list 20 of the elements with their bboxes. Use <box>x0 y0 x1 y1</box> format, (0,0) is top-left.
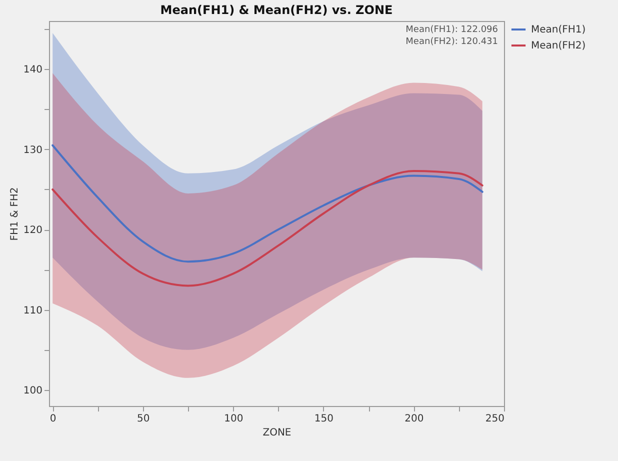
x-tick-label: 0 <box>50 414 56 424</box>
annotation: Mean(FH1): 122.096 <box>406 25 498 35</box>
line-series <box>52 144 484 263</box>
annotation: Mean(FH2): 120.431 <box>406 37 498 47</box>
y-tick-label: 140 <box>23 64 42 76</box>
y-tick-label: 120 <box>23 225 42 236</box>
legend-label: Mean(FH1) <box>531 24 586 36</box>
x-tick-label: 250 <box>485 414 504 424</box>
x-tick-label: 200 <box>404 414 424 424</box>
chart-title: Mean(FH1) & Mean(FH2) vs. ZONE <box>160 3 393 17</box>
y-axis-title: FH1 & FH2 <box>9 187 20 241</box>
x-axis-title: ZONE <box>262 428 292 438</box>
x-tick-label: 50 <box>137 414 150 424</box>
y-tick-label: 130 <box>23 144 42 156</box>
legend-label: Mean(FH2) <box>531 40 586 52</box>
x-tick-label: 100 <box>224 414 244 424</box>
y-tick-label: 100 <box>23 385 42 396</box>
line-series <box>52 170 484 287</box>
x-tick-label: 150 <box>314 414 334 424</box>
y-tick-label: 110 <box>23 305 42 316</box>
